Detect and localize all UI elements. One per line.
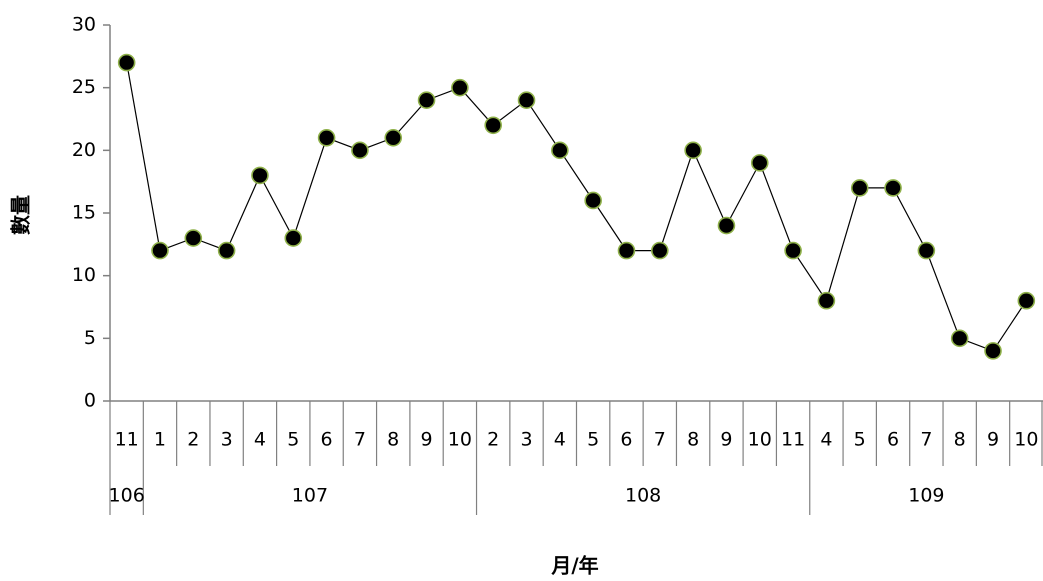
y-tick-label: 25 bbox=[72, 76, 96, 98]
series-line bbox=[126, 62, 1027, 352]
data-series bbox=[117, 53, 1036, 360]
x-month-label: 7 bbox=[654, 429, 666, 451]
data-point bbox=[984, 342, 1002, 360]
x-month-label: 3 bbox=[221, 429, 233, 451]
x-month-label: 10 bbox=[1014, 429, 1038, 451]
data-point bbox=[617, 241, 636, 260]
y-axis-ticks: 0 5 10 15 20 25 30 bbox=[72, 14, 110, 412]
data-point bbox=[484, 116, 502, 135]
x-month-label: 3 bbox=[520, 429, 532, 451]
x-year-label: 108 bbox=[625, 485, 661, 507]
data-point bbox=[884, 179, 902, 197]
x-month-label: 6 bbox=[887, 429, 899, 451]
data-point bbox=[750, 154, 769, 172]
data-point bbox=[917, 241, 936, 260]
data-point bbox=[184, 229, 203, 247]
y-tick-label: 30 bbox=[72, 14, 96, 36]
y-tick-label: 10 bbox=[72, 264, 96, 286]
data-point bbox=[417, 91, 436, 109]
x-month-label: 11 bbox=[781, 429, 805, 451]
x-month-label: 9 bbox=[720, 429, 732, 451]
data-point bbox=[850, 179, 869, 197]
x-month-label: 10 bbox=[448, 429, 472, 451]
y-tick-label: 15 bbox=[72, 202, 96, 224]
x-month-label: 5 bbox=[287, 429, 299, 451]
data-point bbox=[784, 241, 802, 260]
data-point bbox=[551, 141, 569, 160]
x-month-label: 2 bbox=[187, 429, 199, 451]
y-tick-label: 5 bbox=[84, 327, 96, 349]
data-point bbox=[151, 241, 169, 260]
x-month-label: 1 bbox=[154, 429, 166, 451]
x-month-label: 8 bbox=[387, 429, 399, 451]
data-point bbox=[950, 329, 969, 348]
x-year-label: 106 bbox=[109, 485, 145, 507]
x-axis-title: 月/年 bbox=[550, 554, 598, 578]
x-month-label: 10 bbox=[748, 429, 772, 451]
data-point bbox=[317, 129, 336, 147]
x-year-label: 109 bbox=[908, 485, 944, 507]
y-tick-label: 0 bbox=[84, 390, 96, 412]
data-point bbox=[217, 241, 236, 260]
x-month-label: 8 bbox=[687, 429, 699, 451]
x-year-label: 107 bbox=[292, 485, 328, 507]
x-month-label: 7 bbox=[354, 429, 366, 451]
data-point bbox=[517, 91, 536, 109]
x-month-label: 9 bbox=[421, 429, 433, 451]
x-month-label: 2 bbox=[487, 429, 499, 451]
x-month-label: 5 bbox=[587, 429, 599, 451]
data-point bbox=[284, 229, 303, 247]
data-point bbox=[117, 53, 136, 72]
x-month-label: 5 bbox=[854, 429, 866, 451]
data-point bbox=[351, 141, 369, 160]
y-axis-title: 數量 bbox=[9, 195, 33, 235]
x-month-label: 6 bbox=[620, 429, 632, 451]
x-month-label: 6 bbox=[321, 429, 333, 451]
x-month-label: 4 bbox=[554, 429, 566, 451]
data-point bbox=[651, 241, 669, 260]
data-point bbox=[384, 129, 403, 147]
x-month-label: 4 bbox=[254, 429, 266, 451]
x-month-label: 4 bbox=[820, 429, 832, 451]
axes bbox=[109, 25, 1043, 402]
data-point bbox=[451, 78, 469, 97]
x-month-label: 11 bbox=[115, 429, 139, 451]
y-tick-label: 20 bbox=[72, 139, 96, 161]
x-month-label: 9 bbox=[987, 429, 999, 451]
x-month-label: 7 bbox=[920, 429, 932, 451]
x-month-label: 8 bbox=[954, 429, 966, 451]
data-point bbox=[817, 291, 836, 310]
data-point bbox=[1017, 291, 1036, 310]
data-point bbox=[584, 191, 602, 210]
data-point bbox=[684, 141, 702, 160]
data-point bbox=[251, 166, 269, 185]
data-point bbox=[717, 216, 736, 235]
